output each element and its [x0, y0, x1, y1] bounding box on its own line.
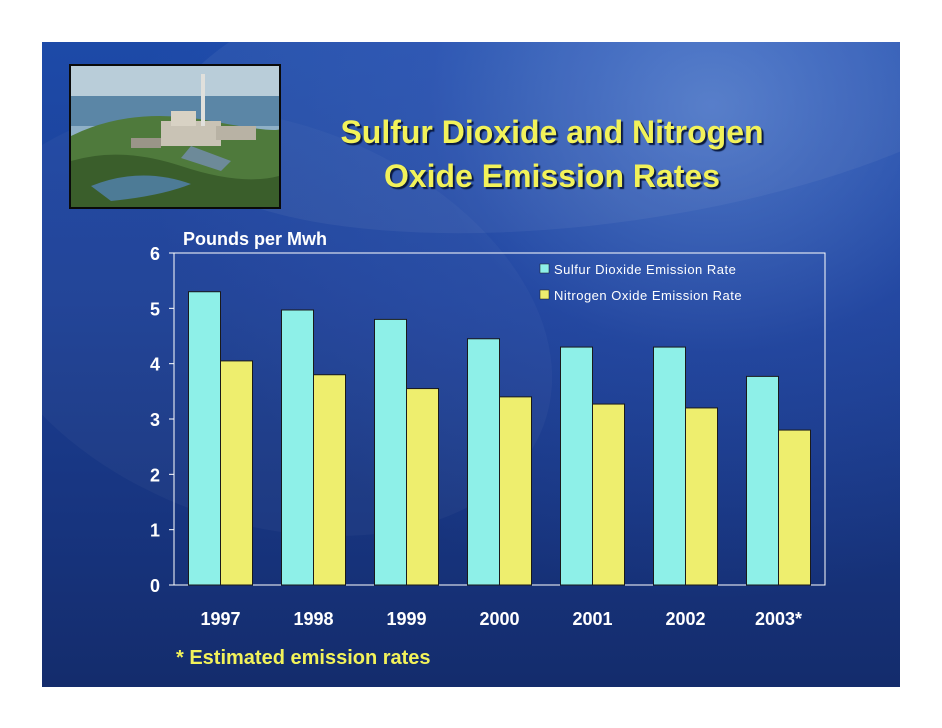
x-tick-label: 2003*	[755, 609, 802, 629]
legend-label: Nitrogen Oxide Emission Rate	[554, 288, 742, 303]
legend: Sulfur Dioxide Emission Rate Nitrogen Oxi…	[539, 262, 742, 303]
x-tick-label: 1997	[200, 609, 240, 629]
y-tick-label: 1	[150, 521, 160, 541]
y-tick-label: 4	[150, 355, 160, 375]
bar-so2-2002	[653, 346, 686, 586]
legend-label: Sulfur Dioxide Emission Rate	[554, 262, 736, 277]
x-tick-label: 2001	[572, 609, 612, 629]
bar-nox-1997	[220, 360, 253, 586]
title-line-1: Sulfur Dioxide and Nitrogen	[340, 114, 764, 150]
y-axis-label: Pounds per Mwh	[183, 229, 327, 249]
bars-group	[188, 291, 811, 586]
bar-nox-1999	[406, 388, 439, 586]
x-tick-label: 2002	[665, 609, 705, 629]
y-tick-label: 6	[150, 244, 160, 264]
x-tick-label: 2000	[479, 609, 519, 629]
bar-nox-2001	[592, 403, 625, 586]
bar-so2-1997	[188, 291, 221, 586]
x-tick-label: 1999	[386, 609, 426, 629]
slide-title: Sulfur Dioxide and Nitrogen Oxide Emissi…	[282, 110, 822, 198]
title-line-2: Oxide Emission Rates	[383, 158, 721, 194]
y-tick-label: 5	[150, 299, 160, 319]
x-axis: 1997 1998 1999 2000 2001 2002 2003*	[200, 609, 802, 629]
bar-nox-2003*	[778, 429, 811, 586]
x-tick-label: 1998	[293, 609, 333, 629]
power-plant-photo	[69, 64, 281, 209]
legend-swatch	[539, 263, 550, 274]
bar-so2-1999	[374, 318, 407, 586]
y-axis: 0 1 2 3 4 5 6	[150, 244, 174, 596]
footnote: * Estimated emission rates	[176, 647, 431, 669]
bar-nox-1998	[313, 374, 346, 586]
y-tick-label: 3	[150, 410, 160, 430]
bar-so2-2000	[467, 338, 500, 586]
bar-nox-2002	[685, 407, 718, 586]
bar-so2-2003*	[746, 375, 779, 586]
y-tick-label: 0	[150, 576, 160, 596]
bar-so2-1998	[281, 309, 314, 586]
bar-so2-2001	[560, 346, 593, 586]
bar-nox-2000	[499, 396, 532, 586]
y-tick-label: 2	[150, 465, 160, 485]
legend-swatch	[539, 289, 550, 300]
